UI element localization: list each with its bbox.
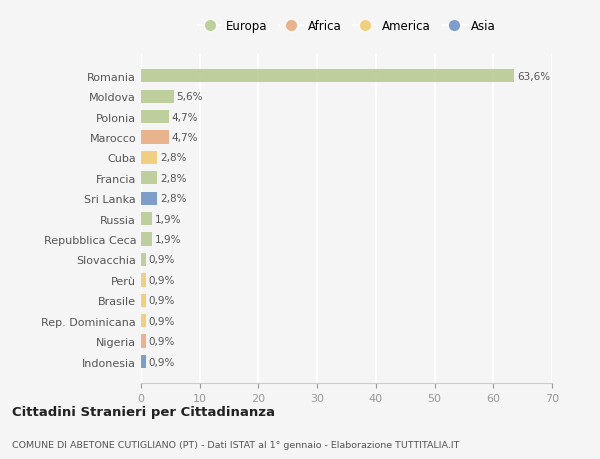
- Bar: [141, 151, 157, 165]
- Text: 2,8%: 2,8%: [160, 153, 186, 163]
- Text: 0,9%: 0,9%: [149, 336, 175, 347]
- Text: 4,7%: 4,7%: [171, 112, 197, 123]
- Bar: [141, 294, 146, 307]
- Bar: [141, 274, 146, 287]
- Bar: [141, 355, 146, 368]
- Text: 2,8%: 2,8%: [160, 174, 186, 184]
- Text: 0,9%: 0,9%: [149, 316, 175, 326]
- Text: 1,9%: 1,9%: [155, 214, 181, 224]
- Text: 0,9%: 0,9%: [149, 255, 175, 265]
- Bar: [141, 192, 157, 206]
- Text: 5,6%: 5,6%: [176, 92, 203, 102]
- Bar: [141, 314, 146, 328]
- Text: 2,8%: 2,8%: [160, 194, 186, 204]
- Bar: [141, 90, 174, 104]
- Text: 0,9%: 0,9%: [149, 296, 175, 306]
- Bar: [141, 213, 152, 226]
- Text: 4,7%: 4,7%: [171, 133, 197, 143]
- Legend: Europa, Africa, America, Asia: Europa, Africa, America, Asia: [193, 15, 500, 38]
- Bar: [141, 253, 146, 267]
- Bar: [141, 172, 157, 185]
- Bar: [141, 335, 146, 348]
- Text: 0,9%: 0,9%: [149, 275, 175, 285]
- Text: 63,6%: 63,6%: [517, 72, 550, 82]
- Text: Cittadini Stranieri per Cittadinanza: Cittadini Stranieri per Cittadinanza: [12, 405, 275, 419]
- Bar: [141, 233, 152, 246]
- Text: 0,9%: 0,9%: [149, 357, 175, 367]
- Bar: [141, 70, 514, 83]
- Text: COMUNE DI ABETONE CUTIGLIANO (PT) - Dati ISTAT al 1° gennaio - Elaborazione TUTT: COMUNE DI ABETONE CUTIGLIANO (PT) - Dati…: [12, 441, 460, 449]
- Text: 1,9%: 1,9%: [155, 235, 181, 245]
- Bar: [141, 131, 169, 144]
- Bar: [141, 111, 169, 124]
